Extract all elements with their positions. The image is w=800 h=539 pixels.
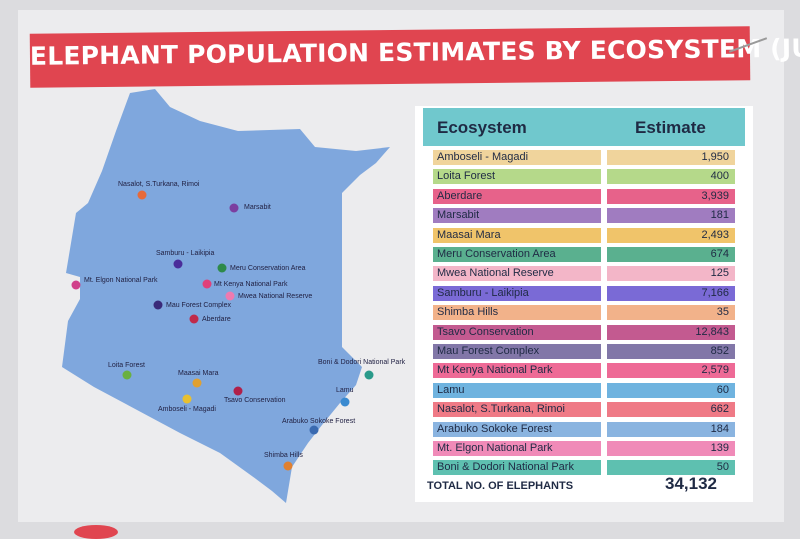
ecosystem-name: Maasai Mara: [433, 227, 601, 243]
ecosystem-name: Aberdare: [433, 188, 601, 204]
map-marker: [229, 203, 239, 213]
map-marker: [192, 378, 202, 388]
map-marker-label: Arabuko Sokoke Forest: [282, 418, 356, 425]
estimates-table: Ecosystem Estimate Amboseli - Magadi 1,95…: [415, 106, 753, 502]
map-marker-label: Tsavo Conservation: [224, 397, 286, 404]
map-marker-label: Mt. Elgon National Park: [84, 277, 158, 284]
header-estimate: Estimate: [635, 118, 706, 137]
ecosystem-name: Mwea National Reserve: [433, 266, 601, 282]
map-marker: [182, 394, 192, 404]
estimate-value: 50: [607, 460, 735, 476]
ecosystem-name: Amboseli - Magadi: [433, 150, 601, 165]
estimate-value: 12,843: [607, 324, 735, 340]
estimate-value: 1,950: [607, 150, 735, 165]
estimate-value: 181: [607, 208, 735, 224]
map-marker: [202, 279, 212, 289]
page-title: ELEPHANT POPULATION ESTIMATES BY ECOSYST…: [29, 32, 800, 71]
table-header: Ecosystem Estimate: [423, 108, 745, 146]
ecosystem-name: Marsabit: [433, 208, 601, 224]
estimate-value: 125: [607, 266, 735, 282]
total-label: TOTAL NO. OF ELEPHANTS: [427, 480, 574, 492]
map-marker-label: Shimba Hills: [264, 452, 303, 459]
red-shape: [74, 525, 118, 539]
header-ecosystem: Ecosystem: [437, 118, 527, 137]
ecosystem-name: Loita Forest: [433, 169, 601, 185]
map-marker: [309, 425, 319, 435]
map-marker: [217, 263, 227, 273]
ecosystem-name: Shimba Hills: [433, 305, 601, 321]
map-marker: [225, 291, 235, 301]
map-marker: [189, 314, 199, 324]
title-banner: ELEPHANT POPULATION ESTIMATES BY ECOSYST…: [29, 26, 800, 88]
map-marker: [173, 259, 183, 269]
map-marker-label: Meru Conservation Area: [230, 265, 306, 272]
ecosystem-name: Mau Forest Complex: [433, 344, 601, 359]
map-marker-label: Mwea National Reserve: [238, 293, 313, 300]
estimate-value: 7,166: [607, 285, 735, 301]
map-marker-label: Aberdare: [202, 316, 231, 323]
estimate-value: 400: [607, 169, 735, 185]
map-marker-label: Mt Kenya National Park: [214, 281, 288, 288]
estimate-value: 184: [607, 421, 735, 437]
estimate-value: 662: [607, 402, 735, 418]
estimate-value: 852: [607, 344, 735, 359]
map-marker: [233, 386, 243, 396]
ecosystem-name: Mt. Elgon National Park: [433, 441, 601, 456]
map-marker-label: Loita Forest: [108, 362, 145, 369]
map-marker: [122, 370, 132, 380]
estimate-value: 35: [607, 305, 735, 321]
map-marker-label: Samburu - Laikipia: [156, 250, 215, 257]
map-marker-label: Mau Forest Complex: [166, 302, 231, 309]
ecosystem-name: Mt Kenya National Park: [433, 363, 601, 379]
ecosystem-name: Boni & Dodori National Park: [433, 460, 601, 476]
map-marker: [153, 300, 163, 310]
estimate-value: 2,579: [607, 363, 735, 379]
estimate-value: 139: [607, 441, 735, 456]
map-marker: [137, 190, 147, 200]
ecosystem-name: Arabuko Sokoke Forest: [433, 421, 601, 437]
ecosystem-name: Meru Conservation Area: [433, 247, 601, 262]
map-marker: [340, 397, 350, 407]
map-marker-label: Amboseli - Magadi: [158, 406, 216, 413]
map-marker: [71, 280, 81, 290]
ecosystem-name: Samburu - Laikipia: [433, 285, 601, 301]
ecosystem-name: Tsavo Conservation: [433, 324, 601, 340]
estimate-value: 3,939: [607, 188, 735, 204]
kenya-map: Nasalot, S.Turkana, Rimoi Marsabit Samburu…: [60, 85, 405, 510]
estimate-value: 2,493: [607, 227, 735, 243]
map-marker: [283, 461, 293, 471]
total-value: 34,132: [665, 474, 717, 493]
estimate-value: 674: [607, 247, 735, 262]
map-marker-label: Maasai Mara: [178, 370, 219, 377]
ecosystem-name: Nasalot, S.Turkana, Rimoi: [433, 402, 601, 418]
map-marker-label: Boni & Dodori National Park: [318, 359, 406, 366]
map-marker-label: Nasalot, S.Turkana, Rimoi: [118, 181, 200, 188]
ecosystem-name: Lamu: [433, 382, 601, 398]
map-marker-label: Marsabit: [244, 204, 271, 211]
map-marker-label: Lamu: [336, 387, 354, 394]
map-marker: [364, 370, 374, 380]
estimate-value: 60: [607, 382, 735, 398]
